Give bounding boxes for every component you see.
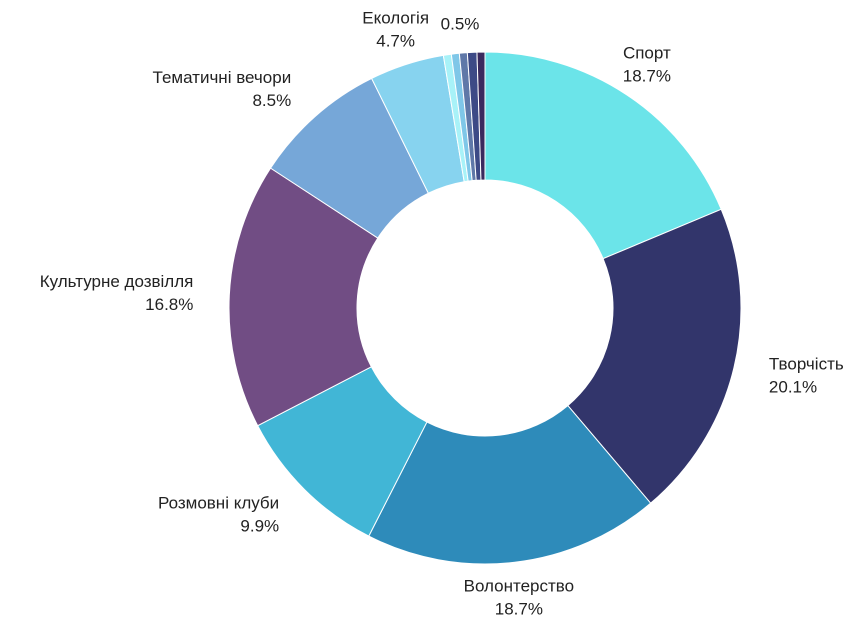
donut-slice [567,208,742,504]
slice-value-label: 0.5% [441,15,480,34]
slice-value-label: 8.5% [252,91,291,110]
slice-label: Тематичні вечори [153,68,292,87]
slice-label: Творчість [769,355,844,374]
donut-slice [368,404,652,565]
slice-label: Культурне дозвілля [40,272,194,291]
donut-slice [484,51,722,260]
slice-label: Спорт [623,43,671,62]
donut-slice [476,51,486,181]
slice-label: Волонтерство [464,577,574,596]
donut-slice [228,167,379,427]
slice-label: Розмовні клуби [158,494,279,513]
slice-value-label: 18.7% [623,66,671,85]
slice-value-label: 4.7% [376,31,415,50]
slice-value-label: 9.9% [240,517,279,536]
slice-value-label: 16.8% [145,295,193,314]
slice-label: Екологія [362,8,429,27]
slice-value-label: 20.1% [769,378,817,397]
slice-value-label: 18.7% [495,600,543,619]
